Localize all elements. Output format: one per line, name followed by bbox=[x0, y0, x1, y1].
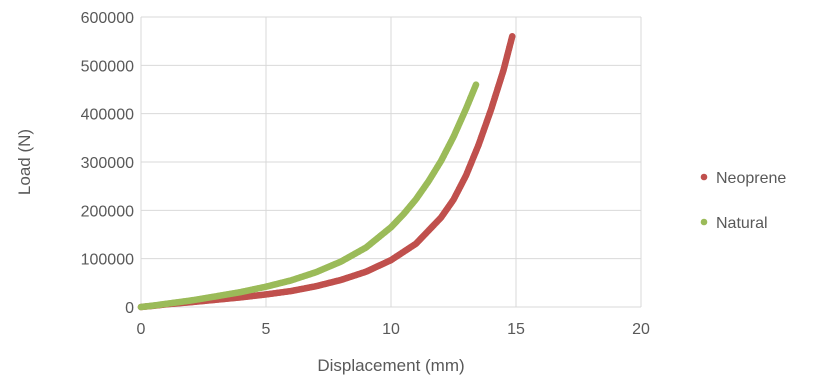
y-tick-label: 600000 bbox=[81, 10, 134, 27]
series-natural bbox=[137, 81, 480, 311]
y-tick-label: 400000 bbox=[81, 107, 134, 124]
data-point bbox=[472, 81, 480, 88]
gridlines bbox=[140, 16, 642, 308]
axes: 0 5 10 15 20 0 100000 200000 300000 400000 500000 6… bbox=[81, 10, 650, 338]
y-tick-label: 300000 bbox=[81, 155, 134, 172]
y-tick-label: 0 bbox=[125, 300, 134, 317]
series-layer bbox=[137, 33, 516, 311]
data-point bbox=[508, 33, 516, 40]
x-tick-label: 5 bbox=[262, 321, 271, 338]
y-tick-label: 500000 bbox=[81, 58, 134, 75]
x-tick-label: 10 bbox=[382, 321, 400, 338]
x-tick-label: 0 bbox=[137, 321, 146, 338]
x-tick-label: 20 bbox=[632, 321, 650, 338]
y-tick-label: 100000 bbox=[81, 252, 134, 269]
y-axis-title: Load (N) bbox=[15, 129, 34, 195]
legend-label-neoprene: Neoprene bbox=[716, 170, 786, 187]
legend: Neoprene Natural bbox=[700, 170, 786, 232]
legend-label-natural: Natural bbox=[716, 215, 768, 232]
legend-marker-neoprene bbox=[700, 173, 708, 181]
legend-marker-natural bbox=[700, 218, 708, 226]
x-tick-label: 15 bbox=[507, 321, 525, 338]
y-tick-label: 200000 bbox=[81, 203, 134, 220]
x-axis-title: Displacement (mm) bbox=[317, 356, 464, 375]
